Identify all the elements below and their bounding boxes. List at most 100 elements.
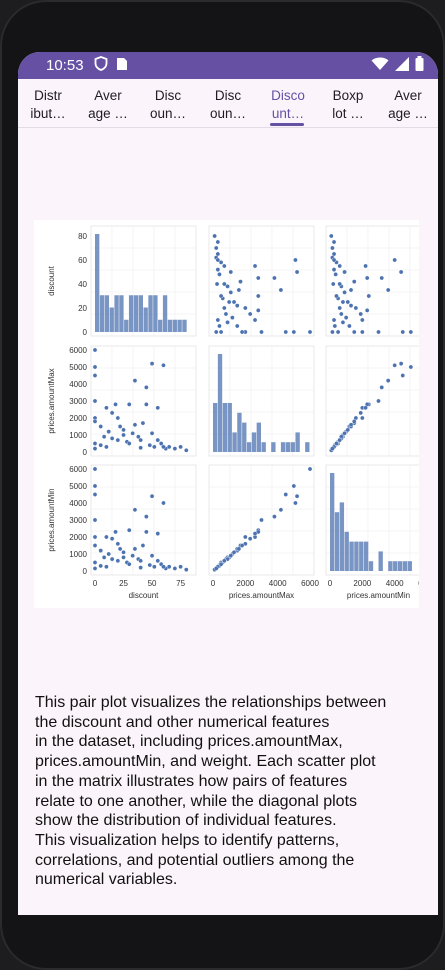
scatter-point [345,427,351,433]
scatter-point [243,534,248,540]
scatter-point [225,284,230,289]
histogram-bar [242,422,247,452]
scatter-point [335,329,341,335]
x-tick-label: 2000 [236,579,254,588]
scatter-point [149,361,155,366]
y-tick-label: 1000 [69,431,87,440]
tab-average-2[interactable]: Aver age … [388,88,428,121]
battery-icon [415,56,424,75]
histogram-bar [167,319,173,332]
x-axis-label: prices.amountMax [229,591,294,600]
tab-discount-2[interactable]: Disc oun… [209,88,247,121]
scatter-point [278,287,284,293]
tab-boxplot[interactable]: Boxp lot … [332,88,364,121]
scatter-point [231,299,237,305]
y-axis-label: prices.amountMin [47,488,56,551]
scatter-point [149,493,155,499]
scatter-point [363,405,368,411]
scatter-point [126,527,132,533]
y-tick-label: 20 [78,304,87,313]
scatter-point [132,546,138,552]
scatter-point [283,329,289,335]
scatter-point [348,422,354,428]
x-axis-label: discount [129,591,160,600]
pair-plot: 020406080discount01000200030004000500060… [47,225,436,600]
x-tick-label: 4000 [269,579,287,588]
scatter-point [144,529,149,535]
scatter-point [161,362,166,368]
histogram-bar [359,541,364,571]
histogram-bar [114,295,119,332]
scatter-point [331,267,337,272]
scatter-point [330,446,335,451]
scatter-point [109,410,115,416]
scatter-point [331,251,337,257]
scatter-point [132,378,138,383]
tab-discount-1[interactable]: Disc oun… [149,88,187,121]
scatter-point [342,290,347,295]
tab-discount-active[interactable]: Disco unt… [271,88,305,121]
histogram-bar [237,412,242,452]
scatter-point [247,536,253,542]
scatter-point [252,531,258,536]
x-tick-label: 6000 [418,579,419,588]
scatter-point [283,492,289,497]
scatter-point [215,257,221,263]
scatter-point [92,492,98,497]
scatter-point [259,517,264,523]
scatter-point [226,299,232,305]
y-axis-label: prices.amountMax [47,368,56,433]
histogram-bar [344,531,349,571]
scatter-point [333,272,338,277]
scatter-point [252,263,258,269]
panel-frame [90,464,197,576]
description-line: This pair plot visualizes the relationsh… [35,694,387,711]
scatter-point [172,446,178,451]
scatter-point [330,329,335,335]
y-tick-label: 0 [83,448,88,457]
description-line: the discount and other numerical feature… [35,713,330,731]
scatter-point [109,556,115,562]
histogram-bar [397,561,403,571]
scatter-point [130,553,135,559]
description-line: numerical variables. [35,871,178,889]
histogram-bar [109,307,114,332]
scatter-point [155,437,161,443]
scatter-point [272,275,277,281]
scatter-point [144,402,149,407]
wifi-icon [371,57,389,75]
histogram-bar [407,561,412,571]
scatter-point [106,429,111,434]
scatter-point [218,260,224,265]
tab-distribution[interactable]: Distr ibut… [30,88,66,121]
scatter-point [121,549,126,555]
scatter-point [337,263,343,269]
scatter-point [364,308,370,313]
scatter-point [225,320,230,325]
scatter-point [147,562,153,568]
y-tick-label: 1000 [69,550,87,559]
scatter-point [222,263,227,269]
scatter-point [161,564,166,570]
scatter-point [212,233,217,239]
histogram-bar [251,432,257,452]
scatter-point [158,441,164,446]
scatter-point [360,317,365,323]
histogram-bar [128,295,134,332]
x-tick-label: 75 [176,579,185,588]
scatter-point [255,308,261,313]
scatter-point [376,329,381,335]
scatter-point [291,483,297,489]
scatter-point [92,560,98,565]
scatter-point [166,444,172,450]
scatter-point [161,500,166,506]
tab-average-1[interactable]: Aver age … [88,88,128,121]
scatter-point [239,543,245,548]
scatter-point [152,564,157,570]
scatter-point [144,514,149,519]
histogram-bar [182,319,187,332]
scatter-point [340,299,346,305]
scatter-point [347,323,352,329]
histogram-bar [104,295,110,332]
scatter-point [126,561,132,567]
